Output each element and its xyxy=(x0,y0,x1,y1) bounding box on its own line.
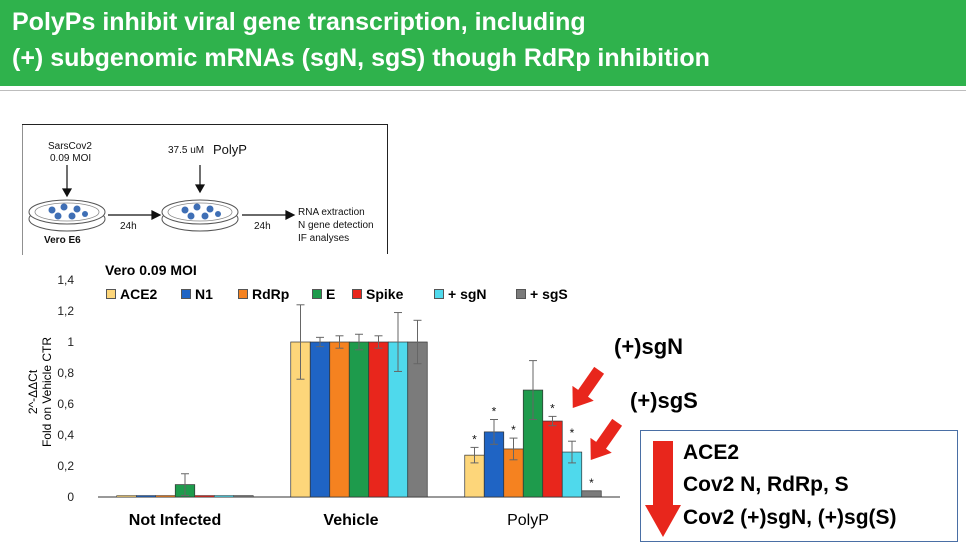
chart-title: Vero 0.09 MOI xyxy=(105,262,197,278)
legend-item: + sgS xyxy=(516,286,568,302)
summary-box: ACE2 Cov2 N, RdRp, S Cov2 (+)sgN, (+)sg(… xyxy=(640,430,958,542)
legend-item: Spike xyxy=(352,286,403,302)
y-tick-label: 0,2 xyxy=(57,459,74,473)
bar xyxy=(194,495,215,498)
divider xyxy=(0,90,966,91)
incubation-time-1: 24h xyxy=(120,221,137,232)
y-tick-label: 0 xyxy=(67,490,74,504)
moi-label: 0.09 MOI xyxy=(50,153,92,164)
legend-item: + sgN xyxy=(434,286,487,302)
legend-swatch xyxy=(352,289,362,299)
legend-swatch xyxy=(181,289,191,299)
legend-label: N1 xyxy=(195,286,213,302)
bar xyxy=(116,495,137,498)
x-tick-label: Vehicle xyxy=(323,512,379,529)
bar xyxy=(214,495,234,498)
bar xyxy=(329,341,350,498)
step-rna-extraction: RNA extraction xyxy=(298,207,365,218)
legend-swatch xyxy=(516,289,526,299)
virus-label: SarsCov2 xyxy=(48,141,92,152)
incubation-time-2: 24h xyxy=(254,221,271,232)
slide-title-line-2: (+) subgenomic mRNAs (sgN, sgS) though R… xyxy=(12,44,710,72)
x-tick-label: PolyP xyxy=(507,512,549,529)
significance-marker: * xyxy=(589,476,594,490)
cell-line-label: Vero E6 xyxy=(44,235,81,246)
experiment-schematic: SarsCov2 0.09 MOI 37.5 uM PolyP Vero E6 … xyxy=(22,124,388,255)
treatment-name: PolyP xyxy=(213,142,247,157)
legend-item: RdRp xyxy=(238,286,289,302)
bar-chart: 0 0,2 0,4 0,6 0,8 1 1,2 1,4 * * * * * * xyxy=(57,273,620,504)
legend-label: + sgS xyxy=(530,286,568,302)
down-arrow-icon xyxy=(194,165,206,194)
bar xyxy=(407,341,428,498)
petri-dish-icon xyxy=(161,199,239,232)
summary-line: Cov2 (+)sgN, (+)sg(S) xyxy=(683,506,897,529)
down-arrow-icon xyxy=(645,441,681,537)
petri-dish-icon xyxy=(28,199,106,232)
bar xyxy=(136,495,156,498)
summary-line: ACE2 xyxy=(683,441,740,464)
legend-label: Spike xyxy=(366,286,404,302)
legend-label: RdRp xyxy=(252,286,290,302)
legend-label: + sgN xyxy=(448,286,487,302)
schematic-drawing xyxy=(22,125,296,255)
legend-item: ACE2 xyxy=(106,286,157,302)
y-tick-label: 0,6 xyxy=(57,397,74,411)
significance-marker: * xyxy=(472,432,477,446)
y-tick-label: 1,2 xyxy=(57,304,74,318)
bar xyxy=(233,495,254,498)
x-tick-label: Not Infected xyxy=(128,512,222,529)
slide-title-line-1: PolyPs inhibit viral gene transcription,… xyxy=(12,8,586,36)
step-if-analyses: IF analyses xyxy=(298,233,350,244)
title-bar: PolyPs inhibit viral gene transcription,… xyxy=(0,0,966,86)
step-n-gene-detection: N gene detection xyxy=(298,220,374,231)
significance-marker: * xyxy=(550,401,555,415)
treatment-dose: 37.5 uM xyxy=(168,145,205,156)
y-tick-label: 0,8 xyxy=(57,366,74,380)
y-tick-label: 1,4 xyxy=(57,273,74,287)
bar xyxy=(348,341,370,498)
y-tick-label: 0,4 xyxy=(57,428,74,442)
sgN-annotation: (+)sgN xyxy=(614,334,684,359)
bar xyxy=(155,495,176,498)
legend-swatch xyxy=(312,289,322,299)
sgS-annotation: (+)sgS xyxy=(630,388,698,413)
summary-line: Cov2 N, RdRp, S xyxy=(683,473,849,496)
significance-marker: * xyxy=(570,426,575,440)
significance-marker: * xyxy=(492,405,497,419)
y-tick-label: 1 xyxy=(67,335,74,349)
significance-marker: * xyxy=(511,423,516,437)
down-arrow-icon xyxy=(61,165,73,198)
legend-label: E xyxy=(326,286,336,302)
bar xyxy=(581,490,602,498)
bar xyxy=(309,341,331,498)
bar xyxy=(368,341,389,498)
legend-label: ACE2 xyxy=(120,286,158,302)
right-arrow-icon xyxy=(242,210,296,220)
legend-swatch xyxy=(106,289,116,299)
legend-item: N1 xyxy=(181,286,213,302)
legend-item: E xyxy=(312,286,335,302)
bar xyxy=(542,420,563,498)
legend-swatch xyxy=(238,289,248,299)
right-arrow-icon xyxy=(108,210,162,220)
legend-swatch xyxy=(434,289,444,299)
